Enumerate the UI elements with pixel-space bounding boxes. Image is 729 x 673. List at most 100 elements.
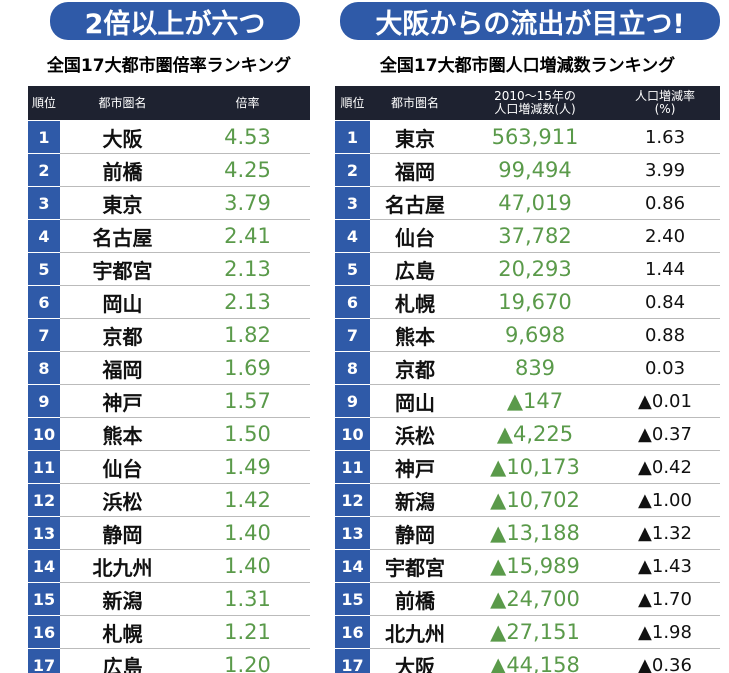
- table-cell: 1.40: [185, 517, 310, 550]
- table-cell: 岡山: [370, 385, 460, 418]
- header-line: 人口増減率: [634, 89, 695, 103]
- table-cell: 東京: [370, 121, 460, 154]
- table-cell: 静岡: [370, 517, 460, 550]
- rank-cell: 2: [28, 154, 60, 187]
- table-cell: 4.25: [185, 154, 310, 187]
- table-cell: 47,019: [460, 187, 610, 220]
- table-cell: 1.50: [185, 418, 310, 451]
- table-cell: 2.40: [610, 220, 720, 253]
- table-cell: 1.31: [185, 583, 310, 616]
- table-cell: 1.82: [185, 319, 310, 352]
- table-cell: 札幌: [60, 616, 185, 649]
- table-cell: 2.13: [185, 286, 310, 319]
- rank-cell: 9: [28, 385, 60, 418]
- table-cell: 広島: [370, 253, 460, 286]
- rank-cell: 13: [28, 517, 60, 550]
- table-cell: 大阪: [370, 649, 460, 673]
- table-cell: 大阪: [60, 121, 185, 154]
- table-cell: 1.57: [185, 385, 310, 418]
- rank-cell: 7: [335, 319, 370, 352]
- rank-cell: 14: [28, 550, 60, 583]
- column-header: 都市圏名: [370, 86, 460, 120]
- rank-cell: 2: [335, 154, 370, 187]
- rank-cell: 5: [28, 253, 60, 286]
- rank-cell: 12: [335, 484, 370, 517]
- rank-cell: 3: [335, 187, 370, 220]
- table-cell: ▲1.43: [610, 550, 720, 583]
- table-cell: 2.13: [185, 253, 310, 286]
- table-cell: 1.69: [185, 352, 310, 385]
- rank-cell: 17: [335, 649, 370, 673]
- table-cell: 9,698: [460, 319, 610, 352]
- rank-cell: 11: [28, 451, 60, 484]
- table-cell: ▲147: [460, 385, 610, 418]
- table-cell: 熊本: [370, 319, 460, 352]
- table-cell: 前橋: [60, 154, 185, 187]
- table-cell: 浜松: [370, 418, 460, 451]
- rank-cell: 14: [335, 550, 370, 583]
- table-cell: 広島: [60, 649, 185, 673]
- rank-cell: 17: [28, 649, 60, 673]
- table-cell: ▲10,173: [460, 451, 610, 484]
- column-header: 都市圏名: [60, 86, 185, 120]
- rank-cell: 1: [28, 121, 60, 154]
- table-cell: 北九州: [60, 550, 185, 583]
- table-cell: ▲0.01: [610, 385, 720, 418]
- table-cell: 札幌: [370, 286, 460, 319]
- panel-title: 大阪からの流出が目立つ!: [340, 2, 720, 40]
- column-header: 順位: [335, 86, 370, 120]
- rank-cell: 10: [335, 418, 370, 451]
- rank-cell: 16: [335, 616, 370, 649]
- table-cell: 0.86: [610, 187, 720, 220]
- column-header: 2010〜15年の 人口増減数(人): [460, 86, 610, 120]
- column-header: 人口増減率 (%): [610, 86, 720, 120]
- table-cell: ▲24,700: [460, 583, 610, 616]
- rank-cell: 13: [335, 517, 370, 550]
- rank-cell: 7: [28, 319, 60, 352]
- table-cell: 新潟: [370, 484, 460, 517]
- table-cell: 宇都宮: [370, 550, 460, 583]
- table-cell: 京都: [60, 319, 185, 352]
- rank-cell: 4: [335, 220, 370, 253]
- rank-cell: 3: [28, 187, 60, 220]
- table-cell: 839: [460, 352, 610, 385]
- rank-cell: 4: [28, 220, 60, 253]
- header-line: (%): [654, 102, 676, 116]
- rank-cell: 15: [28, 583, 60, 616]
- table-cell: 仙台: [60, 451, 185, 484]
- table-cell: ▲44,158: [460, 649, 610, 673]
- rank-cell: 9: [335, 385, 370, 418]
- table-cell: 名古屋: [60, 220, 185, 253]
- table-cell: ▲1.98: [610, 616, 720, 649]
- table-cell: ▲4,225: [460, 418, 610, 451]
- table-cell: 4.53: [185, 121, 310, 154]
- rank-cell: 11: [335, 451, 370, 484]
- table-cell: ▲10,702: [460, 484, 610, 517]
- table-cell: 1.40: [185, 550, 310, 583]
- table-cell: 新潟: [60, 583, 185, 616]
- rank-cell: 8: [335, 352, 370, 385]
- table-cell: 1.44: [610, 253, 720, 286]
- table-cell: ▲27,151: [460, 616, 610, 649]
- table-cell: 0.03: [610, 352, 720, 385]
- rank-cell: 12: [28, 484, 60, 517]
- rank-cell: 10: [28, 418, 60, 451]
- table-cell: ▲1.70: [610, 583, 720, 616]
- column-header: 順位: [28, 86, 60, 120]
- table-cell: 2.41: [185, 220, 310, 253]
- panel-title: 2倍以上が六つ: [50, 2, 300, 40]
- table-cell: 1.20: [185, 649, 310, 673]
- table-cell: 宇都宮: [60, 253, 185, 286]
- table-cell: ▲0.37: [610, 418, 720, 451]
- panel-subtitle: 全国17大都市圏倍率ランキング: [46, 55, 292, 76]
- table-cell: 東京: [60, 187, 185, 220]
- rank-cell: 6: [335, 286, 370, 319]
- table-cell: ▲1.00: [610, 484, 720, 517]
- table-cell: 前橋: [370, 583, 460, 616]
- rank-cell: 6: [28, 286, 60, 319]
- table-cell: 1.49: [185, 451, 310, 484]
- table-cell: 岡山: [60, 286, 185, 319]
- table-cell: 浜松: [60, 484, 185, 517]
- rank-cell: 16: [28, 616, 60, 649]
